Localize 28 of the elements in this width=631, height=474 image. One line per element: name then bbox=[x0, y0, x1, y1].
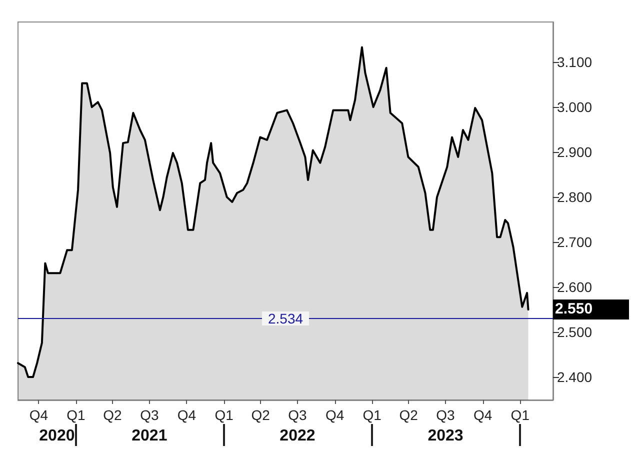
y-tick-label: 2.700 bbox=[557, 234, 592, 250]
x-tick-label: Q1 bbox=[66, 407, 86, 423]
x-tick-label: Q4 bbox=[177, 407, 196, 423]
x-tick-label: Q2 bbox=[251, 407, 270, 423]
x-tick-label: Q3 bbox=[140, 407, 159, 423]
x-tick-label: Q3 bbox=[436, 407, 456, 423]
x-tick-label: Q3 bbox=[288, 407, 308, 423]
y-tick-label: 3.100 bbox=[557, 54, 592, 70]
y-tick-label: 2.900 bbox=[557, 144, 592, 160]
x-tick-label: Q1 bbox=[362, 407, 382, 423]
y-tick-label: 2.400 bbox=[557, 369, 592, 386]
x-tick-label: Q2 bbox=[103, 407, 122, 423]
x-tick-label: Q1 bbox=[214, 407, 234, 423]
y-tick-label: 2.600 bbox=[557, 279, 592, 296]
x-tick-label: Q4 bbox=[29, 407, 48, 423]
x-tick-label: Q4 bbox=[325, 407, 344, 423]
x2-tick-label: 2023 bbox=[428, 428, 464, 444]
x2-tick-label: 2021 bbox=[132, 428, 168, 444]
x-tick-label: Q4 bbox=[473, 407, 492, 423]
x-tick-label: Q1 bbox=[510, 407, 530, 423]
y-tick-label: 3.000 bbox=[557, 99, 592, 116]
ref-line-label: 2.534 bbox=[268, 310, 304, 327]
text: 2.550 bbox=[555, 300, 593, 318]
x-tick-label: Q2 bbox=[399, 407, 418, 423]
x2-tick-label: 2020 bbox=[39, 428, 75, 444]
y-tick-label: 2.800 bbox=[557, 189, 592, 206]
x2-tick-label: 2022 bbox=[280, 428, 316, 444]
y-tick-label: 2.500 bbox=[557, 324, 592, 340]
